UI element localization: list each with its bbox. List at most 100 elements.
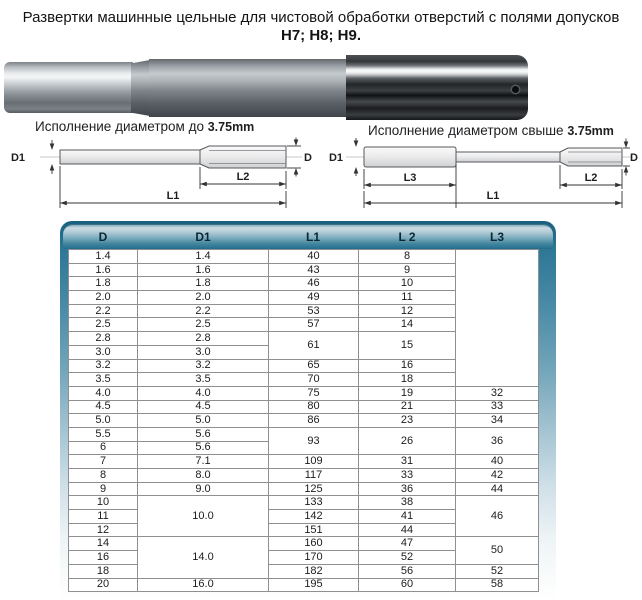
table-cell: 44 — [358, 522, 456, 538]
table-cell: 93 — [268, 426, 359, 456]
flute-outline — [559, 147, 623, 167]
table-row: 20 16.0 195 60 58 — [68, 577, 539, 593]
column-header-d1: D1 — [195, 230, 211, 244]
dimension-table-frame: D D1 L1 L 2 L3 1.4 1.4 40 8 1.6 1.6 43 9 1.8 1.8 4… — [60, 221, 556, 600]
table-cell: 52 — [455, 563, 539, 579]
column-header-l2: L 2 — [398, 230, 416, 244]
table-row: 3.0 3.0 — [68, 344, 539, 360]
table-cell — [455, 249, 539, 387]
table-cell: 5.5 — [68, 426, 138, 442]
table-cell: 14.0 — [137, 536, 269, 579]
table-cell: 142 — [268, 509, 359, 524]
dim-label-d: D — [304, 152, 312, 164]
table-cell: 2.2 — [137, 303, 269, 319]
table-row: 2.2 2.2 53 12 — [68, 303, 539, 319]
reamer-shank — [4, 62, 133, 113]
table-cell: 34 — [455, 413, 539, 428]
table-cell: 70 — [268, 372, 359, 387]
table-cell: 46 — [268, 276, 359, 292]
table-cell: 18 — [68, 563, 138, 579]
table-cell: 3.5 — [68, 372, 138, 387]
table-cell: 117 — [268, 468, 359, 483]
dimension-table: 1.4 1.4 40 8 1.6 1.6 43 9 1.8 1.8 46 10 2.0 2.0 49 11 2.… — [68, 249, 539, 593]
table-cell: 3.2 — [68, 358, 138, 374]
table-cell: 56 — [358, 563, 456, 579]
table-cell: 10.0 — [137, 495, 269, 538]
table-cell: 2.8 — [68, 331, 138, 346]
table-cell: 26 — [358, 426, 456, 456]
table-row: 12 151 44 — [68, 522, 539, 538]
table-cell: 3.5 — [137, 372, 269, 387]
table-cell: 43 — [268, 262, 359, 278]
table-cell: 38 — [358, 495, 456, 511]
table-cell: 36 — [455, 426, 539, 456]
table-cell: 53 — [268, 303, 359, 319]
table-cell: 16 — [68, 550, 138, 565]
table-cell: 7.1 — [137, 454, 269, 469]
table-cell: 7 — [68, 454, 138, 469]
table-cell: 32 — [455, 385, 539, 401]
neck-outline — [455, 151, 561, 163]
table-cell: 42 — [455, 468, 539, 483]
column-header-d: D — [98, 230, 108, 244]
page-title-tolerances: H7; H8; H9. — [280, 27, 362, 44]
table-cell: 1.8 — [137, 276, 269, 292]
table-cell: 41 — [358, 509, 456, 524]
table-cell: 6 — [68, 440, 138, 456]
table-cell: 2.0 — [68, 290, 138, 305]
table-cell: 12 — [68, 522, 138, 538]
table-cell: 5.6 — [137, 440, 269, 456]
table-cell: 40 — [455, 454, 539, 469]
table-cell: 21 — [358, 399, 456, 415]
table-cell: 125 — [268, 481, 359, 497]
table-cell: 18 — [358, 372, 456, 387]
table-cell: 65 — [268, 358, 359, 374]
table-cell: 1.6 — [137, 262, 269, 278]
table-cell: 4.0 — [137, 385, 269, 401]
page-title: Развертки машинные цельные для чистовой … — [22, 9, 620, 26]
table-cell: 11 — [358, 290, 456, 305]
table-cell: 133 — [268, 495, 359, 511]
table-row: 4.0 4.0 75 19 32 — [68, 385, 539, 401]
dim-label-l1: L1 — [167, 190, 180, 202]
table-cell: 195 — [268, 577, 359, 593]
table-cell: 10 — [68, 495, 138, 511]
table-cell: 20 — [68, 577, 138, 593]
table-cell: 50 — [455, 536, 539, 565]
table-row: 7 7.1 109 31 40 — [68, 454, 539, 469]
table-cell: 1.6 — [68, 262, 138, 278]
flute-outline — [199, 145, 287, 169]
table-cell: 52 — [358, 550, 456, 565]
table-cell: 46 — [455, 495, 539, 538]
table-row: 2.0 2.0 49 11 — [68, 290, 539, 305]
table-cell: 75 — [268, 385, 359, 401]
table-header-bar: D D1 L1 L 2 L3 — [63, 224, 553, 249]
dimension-table-body: 1.4 1.4 40 8 1.6 1.6 43 9 1.8 1.8 46 10 2.0 2.0 49 11 2.… — [68, 249, 539, 593]
table-row: 9 9.0 125 36 44 — [68, 481, 539, 497]
dim-label-l2: L2 — [585, 172, 598, 184]
table-cell: 9.0 — [137, 481, 269, 497]
table-cell: 49 — [268, 290, 359, 305]
caption-value: 3.75mm — [567, 124, 614, 138]
table-cell: 9 — [68, 481, 138, 497]
table-row: 4.5 4.5 80 21 33 — [68, 399, 539, 415]
table-cell: 9 — [358, 262, 456, 278]
dim-label-d1: D1 — [329, 152, 343, 164]
table-cell: 1.8 — [68, 276, 138, 292]
caption-value: 3.75mm — [207, 120, 255, 134]
table-cell: 151 — [268, 522, 359, 538]
table-cell: 57 — [268, 317, 359, 333]
table-cell: 4.0 — [68, 385, 138, 401]
caption-small-diameter: Исполнение диаметром до 3.75mm — [35, 119, 254, 134]
table-cell: 14 — [358, 317, 456, 333]
table-cell: 170 — [268, 550, 359, 565]
table-cell: 14 — [68, 536, 138, 552]
dim-label-l2: L2 — [237, 171, 250, 183]
table-cell: 109 — [268, 454, 359, 469]
table-cell: 33 — [455, 399, 539, 415]
table-cell: 2.5 — [68, 317, 138, 333]
column-header-l1: L1 — [305, 230, 321, 244]
table-cell: 5.6 — [137, 426, 269, 442]
reamer-fluted-head — [346, 55, 528, 120]
